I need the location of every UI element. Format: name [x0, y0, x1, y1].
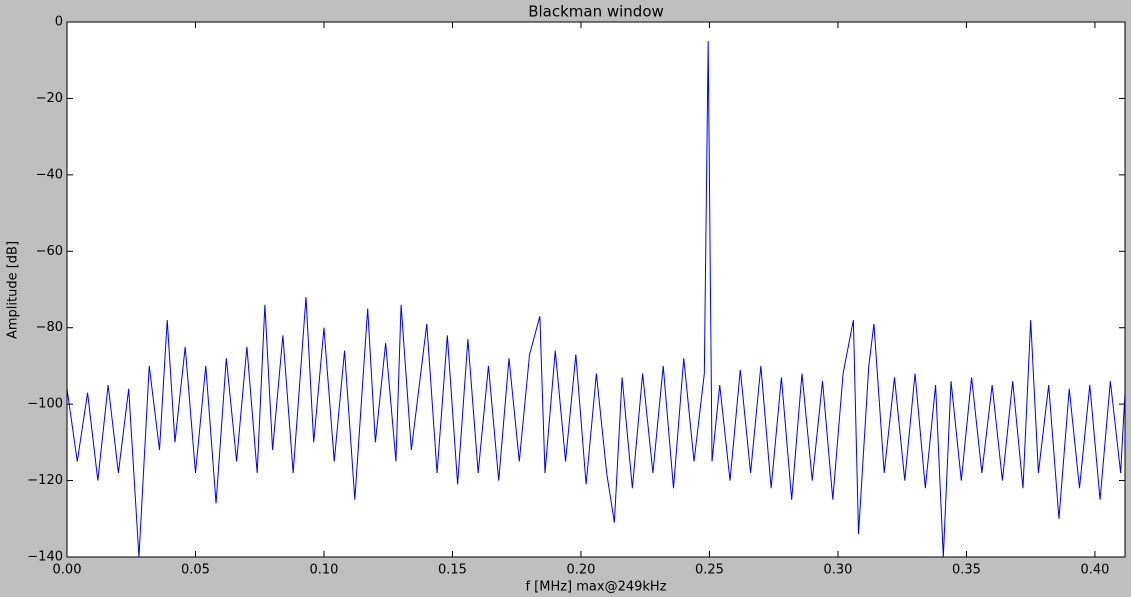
x-tick-label: 0.35	[952, 563, 981, 578]
y-tick-label: −120	[27, 473, 63, 488]
x-tick-label: 0.10	[310, 563, 339, 578]
chart-title: Blackman window	[528, 3, 664, 21]
spectrum-line	[66, 41, 1126, 558]
y-tick-label: −80	[36, 320, 63, 335]
y-axis-label: Amplitude [dB]	[6, 241, 21, 339]
plot-frame	[66, 21, 1126, 558]
x-tick-label: 0.20	[566, 563, 595, 578]
x-tick-label: 0.30	[823, 563, 852, 578]
y-tick-label: −100	[27, 397, 63, 412]
y-tick-label: 0	[55, 15, 63, 30]
y-tick-label: −40	[36, 167, 63, 182]
x-tick-label: 0.40	[1080, 563, 1109, 578]
plot-area	[67, 22, 1125, 557]
y-tick-label: −140	[27, 550, 63, 565]
y-tick-label: −60	[36, 244, 63, 259]
x-axis-label: f [MHz] max@249kHz	[525, 580, 666, 595]
x-tick-label: 0.05	[181, 563, 210, 578]
x-tick-label: 0.00	[53, 563, 82, 578]
x-tick-label: 0.25	[695, 563, 724, 578]
y-tick-label: −20	[36, 91, 63, 106]
x-tick-label: 0.15	[438, 563, 467, 578]
